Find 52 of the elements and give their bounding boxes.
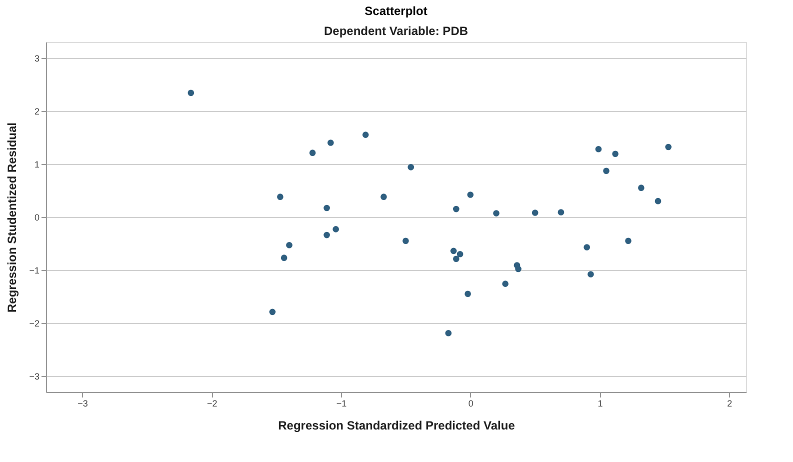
point <box>467 192 474 198</box>
point <box>588 271 594 278</box>
point <box>502 280 508 287</box>
point <box>654 198 662 204</box>
point <box>453 206 460 212</box>
y-tick-label: 2 <box>34 106 40 116</box>
x-tick-label: −1 <box>336 398 347 408</box>
point <box>445 330 452 336</box>
point <box>309 150 316 156</box>
point <box>277 194 284 200</box>
point <box>493 210 500 216</box>
x-tick-label: 0 <box>468 398 474 408</box>
point <box>612 150 618 158</box>
point <box>269 308 276 316</box>
y-tick-label: −2 <box>29 318 40 329</box>
point <box>603 168 610 174</box>
y-axis-title: Regression Studentized Residual <box>5 122 20 313</box>
point <box>456 250 464 258</box>
point <box>408 164 414 170</box>
y-tick-label: 0 <box>34 212 40 222</box>
x-tick-label: −2 <box>206 398 218 408</box>
x-tick-label: 2 <box>727 398 732 408</box>
y-tick-label: 1 <box>34 159 40 170</box>
point <box>558 209 564 216</box>
point <box>665 144 672 150</box>
point <box>324 204 330 212</box>
point <box>464 290 471 298</box>
point <box>625 238 632 244</box>
point <box>280 254 288 261</box>
point <box>515 266 522 272</box>
y-tick-label: −3 <box>29 372 40 382</box>
y-tick-label: 3 <box>34 53 40 64</box>
y-tick-label: −1 <box>29 266 40 276</box>
point <box>584 244 590 250</box>
point <box>380 194 387 200</box>
point <box>362 132 369 138</box>
point <box>453 256 460 262</box>
point <box>327 140 334 146</box>
chart-subtitle: Dependent Variable: PDB <box>324 24 468 38</box>
x-tick-label: 1 <box>598 398 603 408</box>
point <box>324 232 330 238</box>
point <box>286 242 292 248</box>
point <box>402 238 409 244</box>
point <box>595 146 602 152</box>
x-tick-label: −3 <box>78 398 88 408</box>
point <box>450 248 457 254</box>
point <box>332 226 339 232</box>
x-axis-title: Regression Standardized Predicted Value <box>278 418 516 432</box>
point <box>532 210 538 216</box>
chart-title: Scatterplot <box>364 4 428 18</box>
point <box>638 184 644 191</box>
point <box>188 90 194 96</box>
